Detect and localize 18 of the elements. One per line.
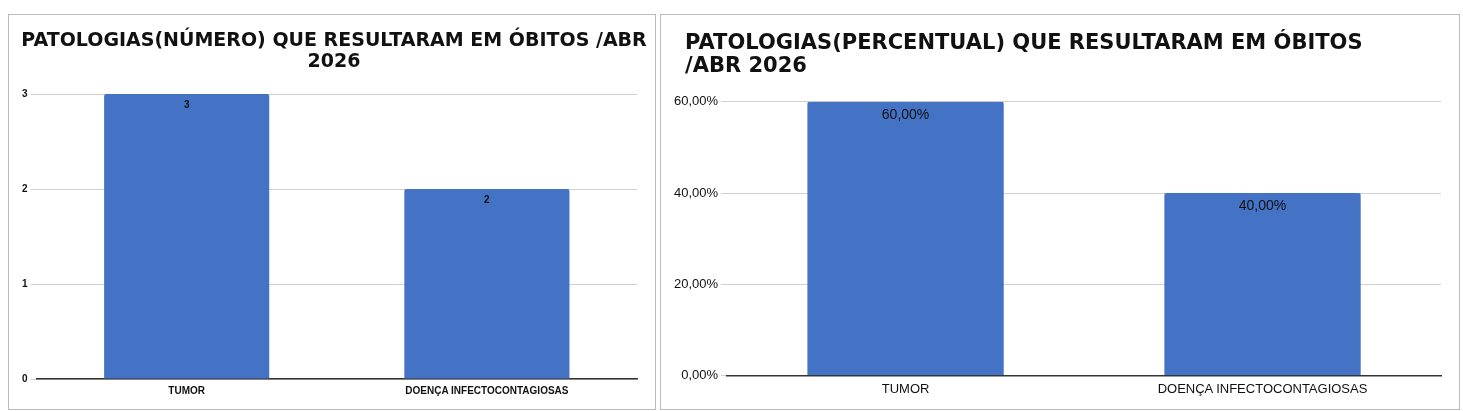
data-label: 60,00% [881, 105, 930, 122]
y-tick-label: 3 [22, 87, 28, 99]
data-label: 40,00% [1238, 196, 1287, 213]
x-tick-label: DOENÇA INFECTOCONTAGIOSAS [1157, 380, 1368, 396]
y-tick-label: 2 [22, 182, 28, 194]
x-tick-label: TUMOR [168, 384, 206, 396]
chart-title: PATOLOGIAS(PERCENTUAL) QUE RESULTARAM EM ÓBITOS /ABR 2026 [685, 30, 1364, 78]
data-label: 3 [183, 98, 190, 110]
chart-title: PATOLOGIAS(NÚMERO) QUE RESULTARAM EM ÓBITOS /ABR 2026 [20, 28, 648, 71]
y-tick-label: 20,00% [674, 275, 719, 291]
x-tick-label: TUMOR [881, 380, 930, 396]
x-tick-label: DOENÇA INFECTOCONTAGIOSAS [405, 384, 569, 396]
y-tick-label: 0,00% [681, 366, 719, 382]
y-tick-label: 0 [22, 372, 28, 384]
y-tick-label: 60,00% [674, 93, 719, 109]
y-tick-label: 40,00% [674, 184, 719, 200]
data-label: 2 [484, 193, 491, 205]
y-tick-label: 1 [22, 277, 28, 289]
